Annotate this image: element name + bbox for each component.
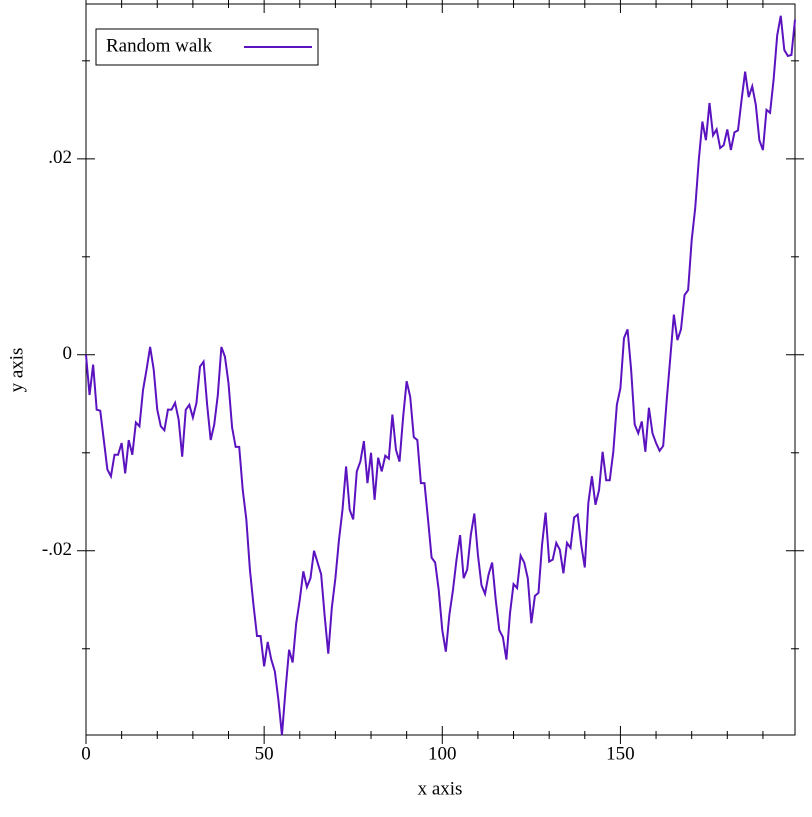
x-tick-label: 50	[255, 743, 274, 764]
y-tick-label: 0	[63, 343, 73, 364]
y-axis-label: y axis	[6, 348, 27, 393]
legend-label: Random walk	[106, 35, 213, 56]
y-tick-label: -.02	[42, 539, 72, 560]
x-axis-label: x axis	[418, 778, 463, 799]
x-tick-label: 150	[606, 743, 635, 764]
series-line	[85, 15, 796, 736]
plot-frame	[85, 3, 796, 736]
x-tick-label: 100	[428, 743, 457, 764]
legend-box	[95, 28, 319, 66]
y-tick-label: .02	[48, 147, 72, 168]
x-tick-label: 0	[81, 743, 91, 764]
